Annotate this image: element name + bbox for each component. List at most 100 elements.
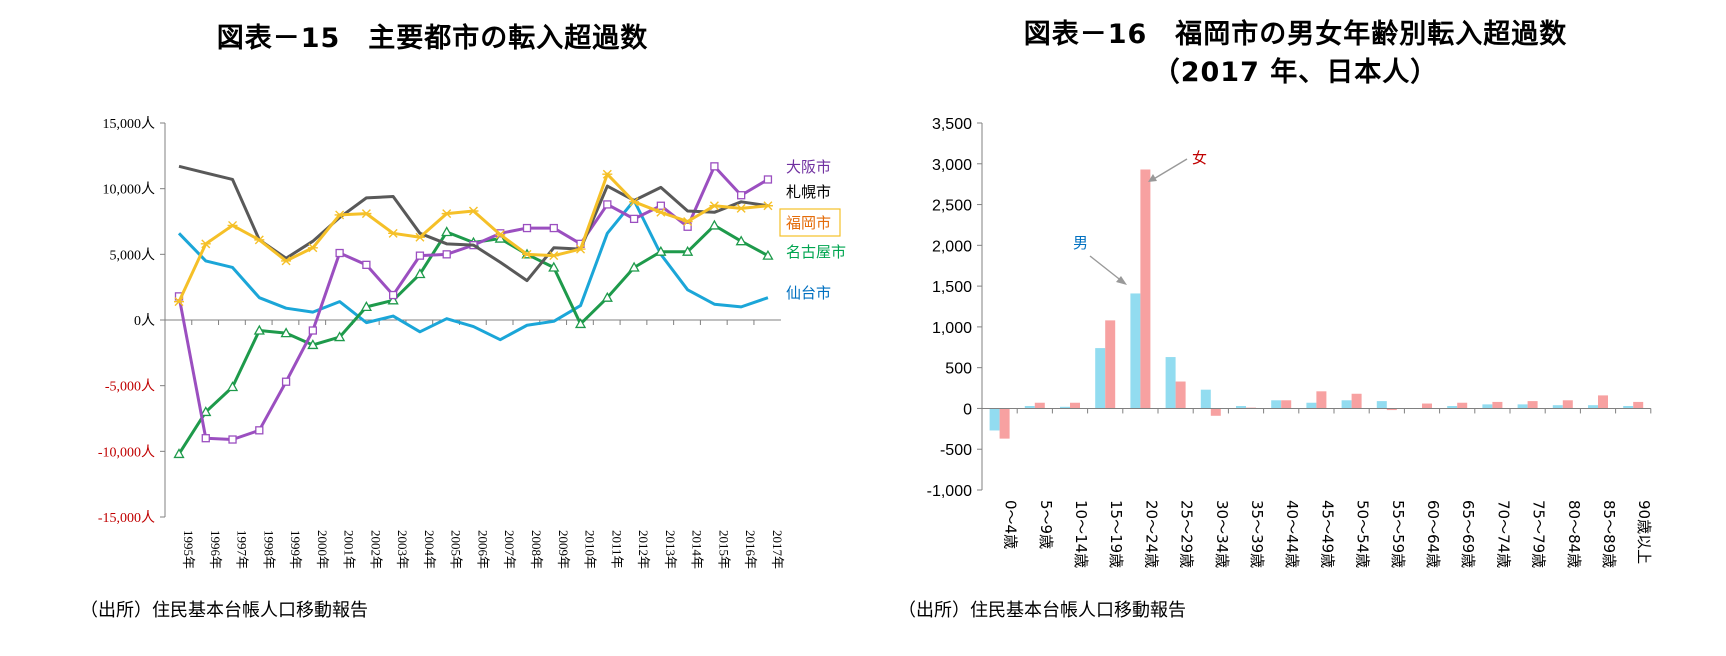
bar-female	[1422, 403, 1432, 409]
x-tick-label: 70～74歳	[1494, 500, 1512, 568]
series-label-4: 仙台市	[786, 284, 831, 302]
series-marker-2	[522, 249, 533, 259]
series-marker-2	[575, 244, 586, 254]
bar-female	[1105, 320, 1116, 409]
x-tick-label: 10～14歳	[1072, 500, 1090, 568]
series-marker-3	[601, 291, 613, 302]
y-tick-label: 2,500	[932, 198, 972, 215]
x-tick-label: 45～49歳	[1318, 500, 1336, 568]
x-tick-label: 35～39歳	[1248, 500, 1266, 568]
y-tick-label: -1,000	[927, 483, 972, 500]
series-label-3: 名古屋市	[786, 243, 846, 261]
x-tick-label: 80～84歳	[1565, 500, 1583, 568]
x-tick-label: 1999年	[288, 530, 303, 569]
y-tick-label: 2,000	[932, 238, 972, 255]
x-tick-label: 2001年	[342, 530, 357, 569]
x-tick-label: 2014年	[690, 530, 705, 569]
series-marker-3	[548, 261, 560, 272]
series-marker-3	[735, 235, 747, 246]
series-marker-2	[468, 206, 479, 216]
right-chart-title-line2: （2017 年、日本人）	[1152, 57, 1439, 88]
series-marker-0	[442, 250, 451, 259]
bar-female	[1492, 401, 1503, 409]
x-tick-label: 1996年	[208, 530, 223, 569]
series-marker-3	[708, 219, 721, 230]
series-marker-2	[388, 228, 399, 238]
x-tick-label: 2008年	[529, 530, 544, 569]
bar-male	[1623, 405, 1634, 409]
series-marker-3	[387, 294, 399, 305]
series-marker-2	[602, 169, 613, 179]
series-marker-2	[281, 256, 292, 266]
bar-male	[1200, 389, 1211, 409]
series-marker-3	[762, 249, 774, 260]
x-tick-label: 20～24歳	[1142, 500, 1160, 568]
male-series-label: 男	[1073, 234, 1088, 252]
series-marker-2	[495, 230, 506, 240]
bar-female	[1210, 408, 1221, 416]
x-tick-label: 1995年	[181, 530, 196, 569]
bar-male	[1060, 406, 1070, 409]
x-tick-label: 50～54歳	[1354, 500, 1372, 568]
series-label-1: 札幌市	[786, 183, 831, 201]
x-tick-label: 30～34歳	[1213, 500, 1231, 568]
series-marker-3	[360, 301, 373, 312]
series-marker-2	[736, 203, 747, 213]
series-marker-3	[226, 381, 239, 392]
series-marker-0	[629, 214, 639, 224]
bar-male	[989, 408, 1000, 431]
series-marker-0	[228, 435, 237, 444]
male-arrow-head	[1116, 276, 1127, 285]
series-marker-2	[762, 201, 773, 211]
series-marker-3	[200, 406, 212, 417]
bar-male	[1130, 293, 1141, 409]
right-source-note: （出所）住民基本台帳人口移動報告	[898, 600, 1186, 621]
y-tick-label: 1,000	[932, 320, 972, 337]
series-marker-0	[522, 223, 532, 233]
series-marker-0	[389, 290, 398, 300]
series-marker-0	[335, 248, 344, 258]
x-tick-label: 2010年	[583, 530, 598, 569]
x-tick-label: 2004年	[422, 530, 437, 569]
series-marker-3	[280, 327, 292, 338]
x-tick-label: 2012年	[636, 530, 651, 569]
x-tick-label: 2015年	[716, 530, 731, 569]
x-tick-label: 40～44歳	[1283, 500, 1301, 568]
male-arrow-line	[1089, 255, 1124, 283]
bar-female	[1281, 400, 1292, 409]
bar-female	[1562, 400, 1573, 409]
x-tick-label: 25～29歳	[1178, 500, 1196, 568]
series-marker-3	[628, 261, 640, 272]
bar-female	[1175, 381, 1186, 409]
right-chart-title: 図表－16 福岡市の男女年齢別転入超過数 （2017 年、日本人）	[865, 16, 1726, 92]
bar-male	[1517, 404, 1528, 409]
y-tick-label: -5,000人	[105, 379, 155, 395]
series-marker-3	[253, 324, 265, 335]
y-tick-label: 500	[945, 361, 972, 378]
bar-female	[1316, 391, 1327, 409]
x-tick-label: 2013年	[663, 530, 678, 569]
bar-male	[1341, 400, 1352, 409]
x-tick-label: 55～59歳	[1389, 500, 1407, 568]
x-tick-label: 85～89歳	[1600, 500, 1618, 568]
y-tick-label: 3,500	[932, 116, 972, 133]
bar-female	[1070, 402, 1080, 409]
series-marker-3	[334, 331, 346, 342]
x-tick-label: 65～69歳	[1459, 500, 1477, 568]
series-marker-3	[414, 268, 426, 279]
series-marker-0	[415, 251, 425, 260]
y-tick-label: 10,000人	[103, 182, 156, 198]
y-tick-label: 3,000	[932, 157, 972, 174]
series-marker-2	[414, 232, 425, 242]
female-arrow-line	[1151, 158, 1188, 181]
series-marker-0	[683, 222, 692, 231]
y-tick-label: 1,500	[932, 279, 972, 296]
series-marker-3	[655, 245, 667, 256]
series-marker-2	[200, 239, 211, 249]
bar-male	[1306, 402, 1317, 409]
x-tick-label: 2000年	[315, 530, 330, 569]
x-tick-label: 2003年	[395, 530, 410, 569]
bar-female	[999, 408, 1010, 439]
bar-female	[1457, 402, 1468, 409]
